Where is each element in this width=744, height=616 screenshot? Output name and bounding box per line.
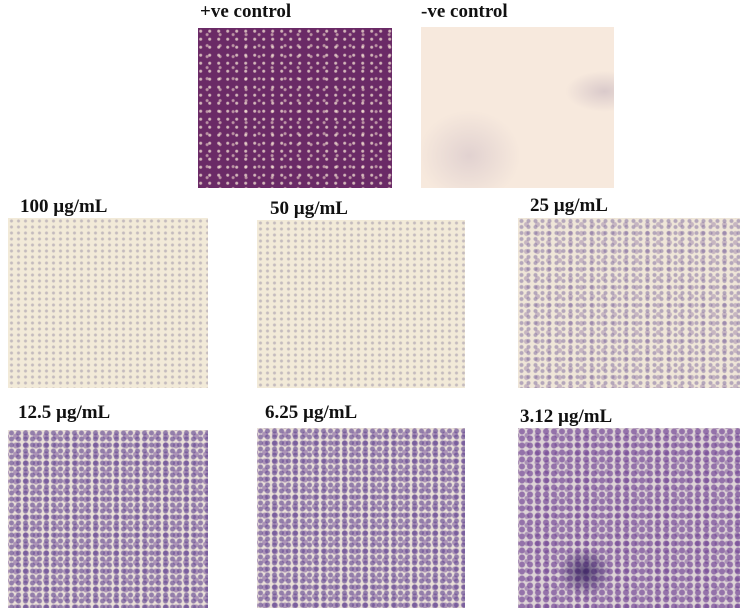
micrograph-50 <box>257 220 465 388</box>
micrograph-25 <box>518 218 740 388</box>
panel-label-100: 100 µg/mL <box>20 196 108 217</box>
micrograph-100 <box>8 218 208 388</box>
micrograph-6-25 <box>257 428 465 608</box>
panel-label-25: 25 µg/mL <box>530 195 608 216</box>
micrograph-3-12 <box>518 428 740 608</box>
panel-label-negative-control: -ve control <box>421 1 508 22</box>
micrograph-positive-control <box>198 28 392 188</box>
panel-label-12-5: 12.5 µg/mL <box>18 402 111 423</box>
panel-label-50: 50 µg/mL <box>270 198 348 219</box>
panel-label-6-25: 6.25 µg/mL <box>265 402 358 423</box>
panel-label-positive-control: +ve control <box>200 1 292 22</box>
micrograph-12-5 <box>8 430 208 608</box>
micrograph-negative-control <box>421 27 614 188</box>
panel-label-3-12: 3.12 µg/mL <box>520 406 613 427</box>
